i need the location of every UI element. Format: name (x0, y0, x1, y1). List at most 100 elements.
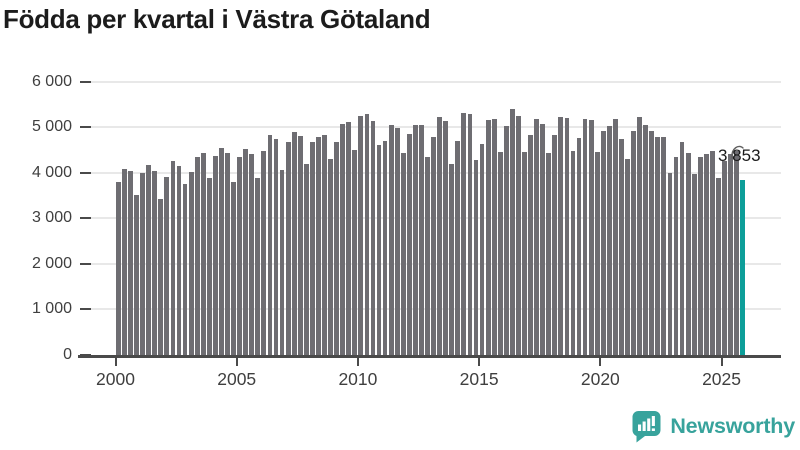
bar (564, 117, 570, 355)
bar (552, 134, 558, 355)
bar (467, 114, 473, 355)
y-axis-tick (80, 308, 91, 311)
y-axis-tick (80, 262, 91, 265)
bar (122, 168, 127, 355)
bar (691, 174, 697, 355)
bar (134, 194, 139, 355)
bar (534, 118, 539, 355)
brand-name: Newsworthy (670, 414, 795, 438)
x-axis-tick (235, 357, 238, 366)
bar (631, 131, 636, 355)
bar (406, 134, 412, 355)
bar (697, 157, 703, 355)
bar (316, 136, 321, 355)
bar (461, 113, 467, 355)
y-axis-label: 0 (63, 346, 72, 363)
newsworthy-logo-icon (632, 411, 661, 443)
bar (412, 124, 418, 355)
bar (176, 166, 182, 355)
x-axis-tick (720, 357, 723, 366)
latest-value-label: 3 853 (718, 146, 761, 165)
x-axis-tick (599, 357, 602, 366)
bar (431, 136, 436, 355)
bar (188, 172, 194, 355)
x-axis-label: 2010 (338, 369, 378, 389)
bar (582, 118, 588, 355)
bar (613, 119, 618, 355)
bar (546, 153, 552, 355)
bar (170, 161, 176, 355)
bar (722, 161, 727, 355)
bar (703, 153, 709, 355)
x-axis-label: 2015 (459, 369, 499, 389)
bar (576, 138, 582, 355)
gridline (84, 126, 781, 129)
bar (709, 151, 715, 355)
y-axis-label: 5 000 (31, 118, 72, 136)
bar (661, 136, 667, 355)
x-axis-tick (356, 357, 359, 366)
bar (558, 117, 564, 355)
bar (685, 153, 691, 355)
bar (516, 115, 521, 355)
bar (619, 138, 624, 355)
bar (679, 142, 685, 355)
bar (334, 142, 339, 355)
bar (346, 122, 352, 355)
y-axis-label: 6 000 (31, 72, 72, 90)
bar (158, 198, 164, 355)
bar (309, 142, 315, 355)
bar (479, 144, 485, 355)
bar (279, 170, 285, 355)
bar (370, 121, 376, 355)
bar (570, 151, 576, 355)
bar (164, 177, 170, 355)
bar (437, 117, 443, 355)
bar (425, 157, 430, 355)
bar (637, 117, 643, 355)
brand-footer: Newsworthy (631, 410, 795, 443)
y-axis-label: 4 000 (31, 163, 72, 181)
bar (249, 154, 255, 355)
bar (231, 182, 236, 355)
bar (528, 135, 533, 355)
bar (588, 119, 594, 355)
bar (219, 148, 224, 355)
bar (388, 124, 394, 355)
y-axis-label: 1 000 (31, 300, 72, 318)
annotation-arrow-icon (731, 145, 744, 159)
bar (128, 171, 133, 355)
highlighted-bar (740, 179, 746, 355)
bar (364, 113, 370, 355)
x-axis-tick (114, 357, 117, 366)
bar (322, 135, 327, 355)
y-axis-label: 2 000 (31, 254, 72, 272)
bar (655, 137, 661, 355)
bar (443, 121, 449, 355)
bar (625, 159, 630, 355)
bar (297, 135, 303, 355)
chart-title: Födda per kvartal i Västra Götaland (3, 4, 431, 34)
bar (497, 152, 503, 355)
bar (716, 177, 721, 355)
bar (182, 184, 188, 355)
bar (261, 151, 267, 355)
bar (382, 141, 388, 355)
bar (225, 153, 230, 355)
bar (376, 145, 382, 355)
bar (140, 173, 146, 355)
bar (394, 127, 400, 355)
bar (146, 164, 152, 355)
y-axis-tick (80, 80, 91, 83)
x-axis-label: 2020 (580, 369, 620, 389)
y-axis-tick (80, 217, 91, 220)
x-axis-label: 2000 (96, 369, 135, 389)
bar (303, 164, 309, 355)
x-axis-tick (478, 357, 481, 366)
bar (400, 152, 406, 355)
x-axis-line (78, 355, 781, 358)
bar (194, 157, 200, 355)
bar (206, 177, 212, 355)
